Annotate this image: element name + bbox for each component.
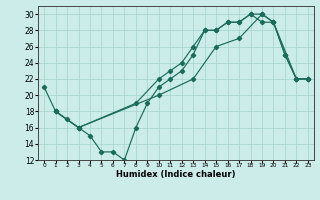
X-axis label: Humidex (Indice chaleur): Humidex (Indice chaleur) bbox=[116, 170, 236, 179]
